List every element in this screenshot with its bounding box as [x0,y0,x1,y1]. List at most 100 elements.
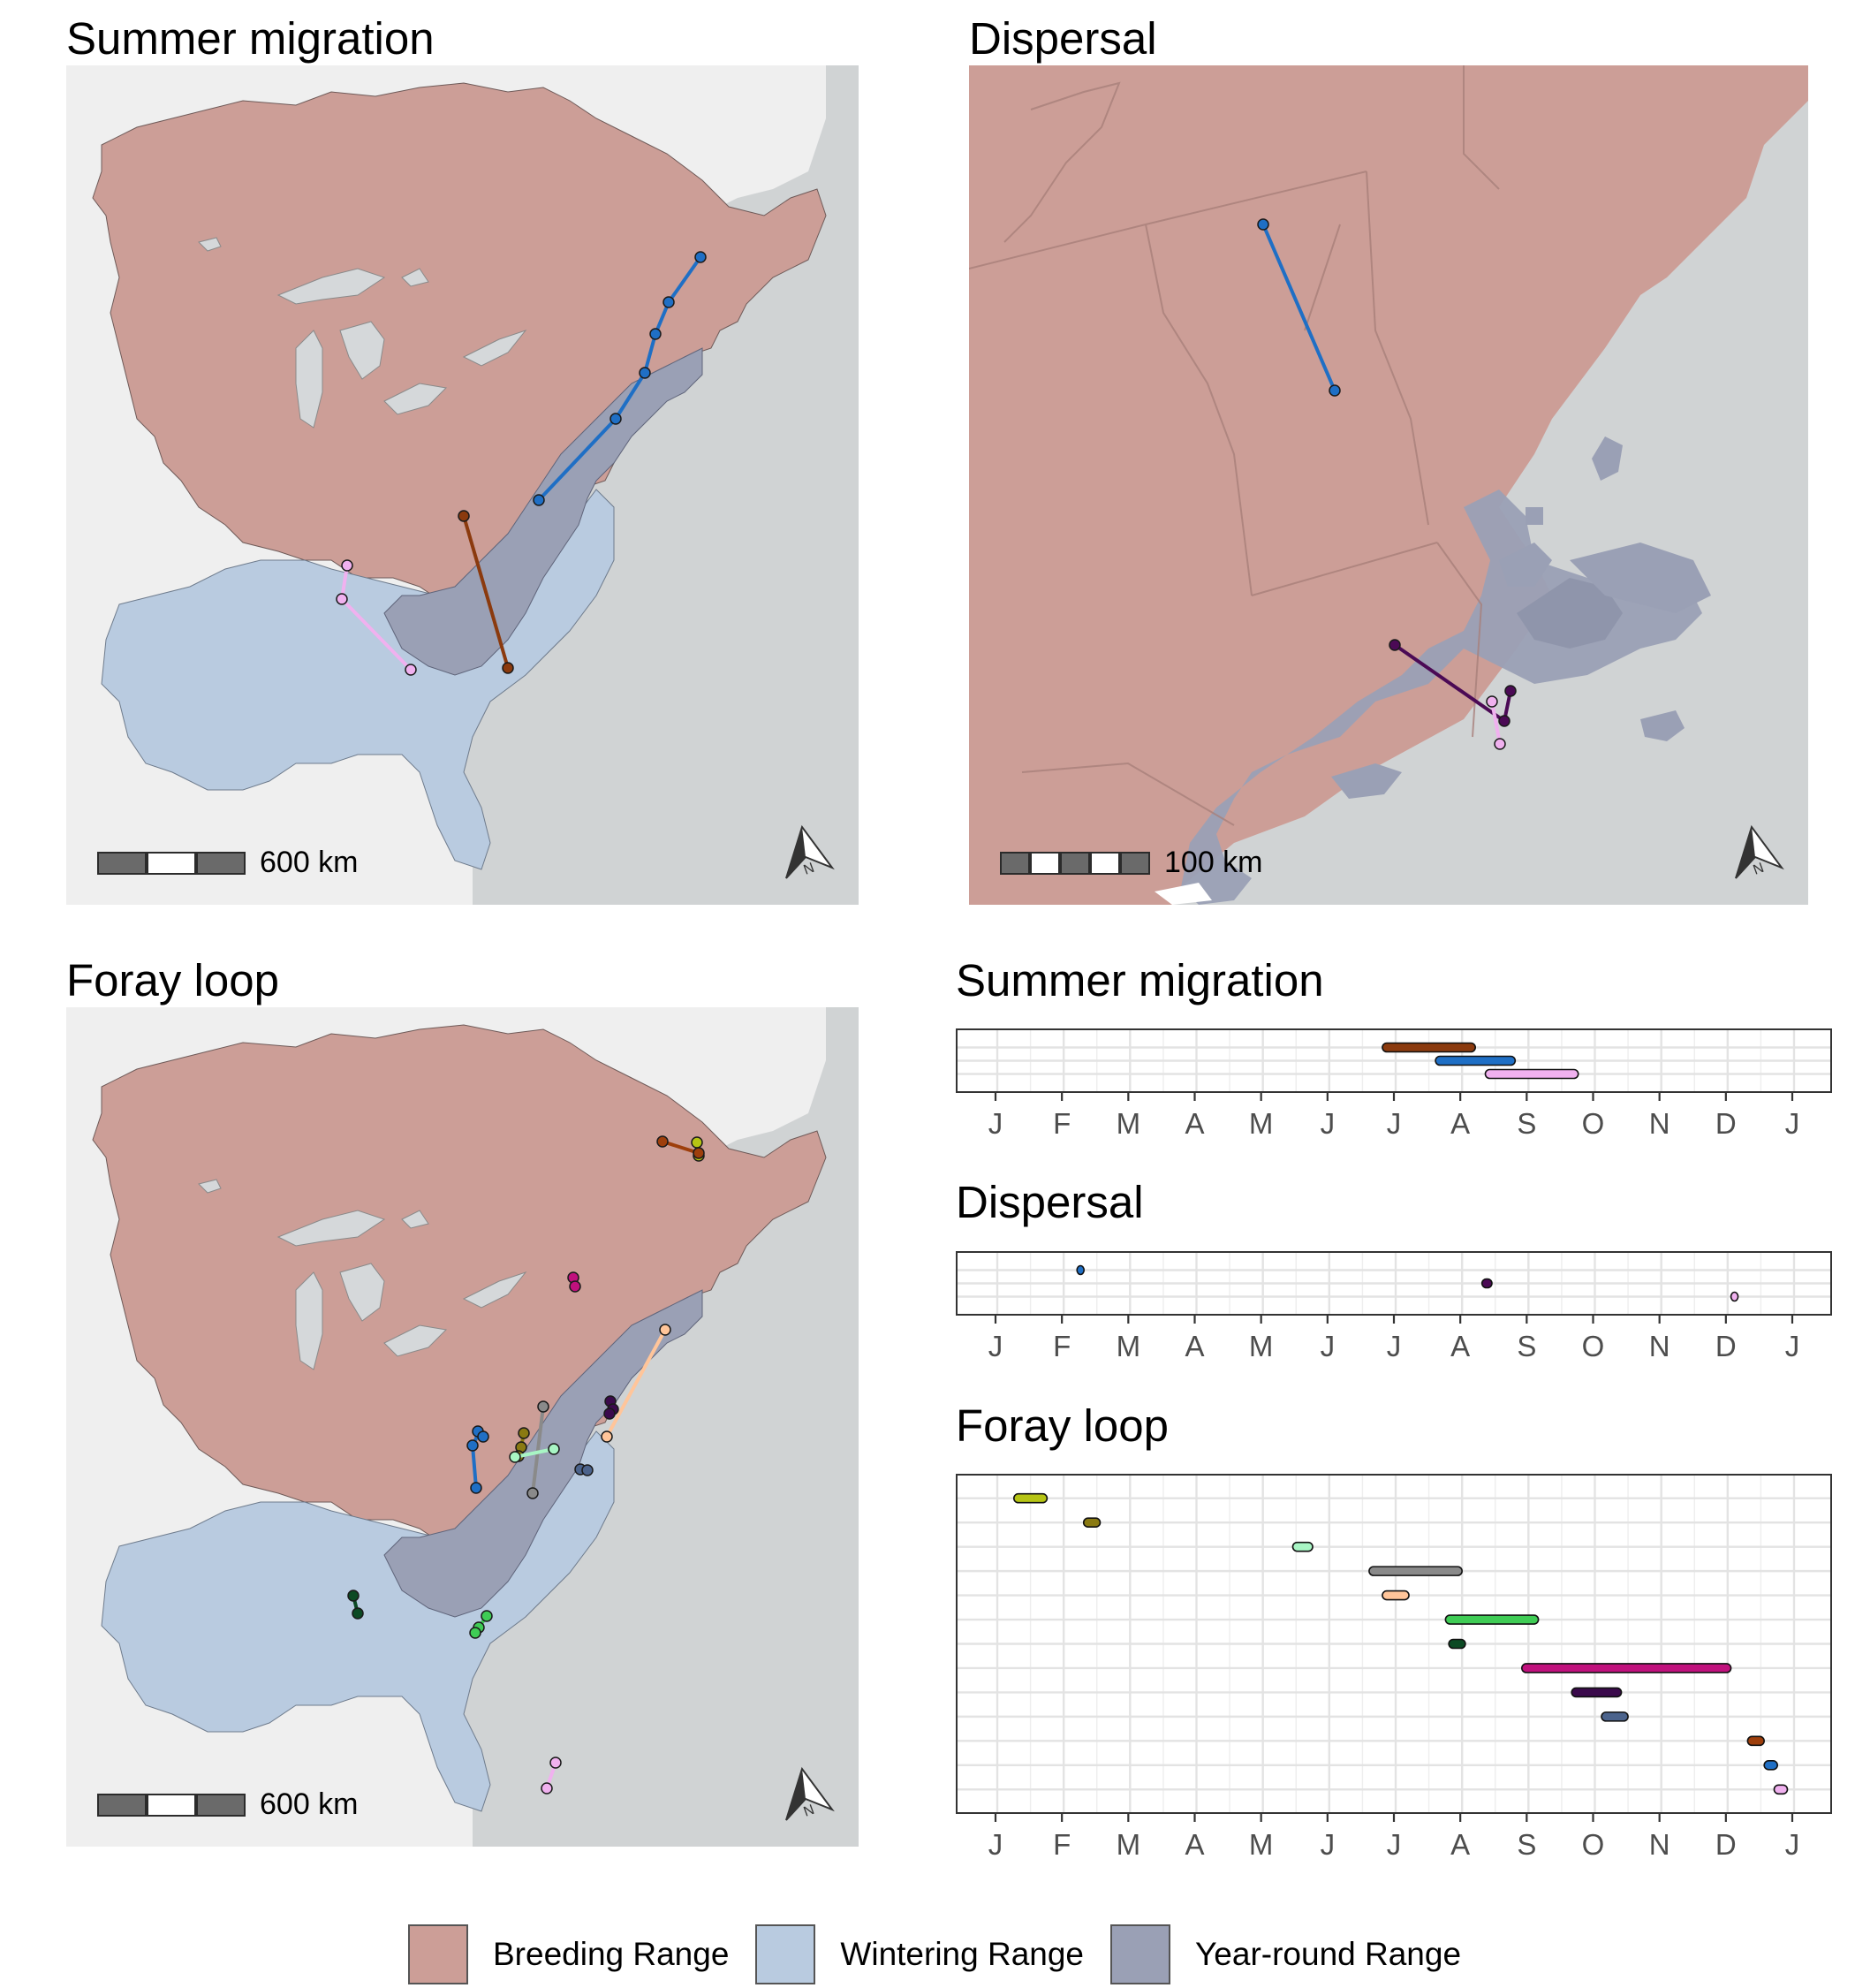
timeline-bar [1730,1291,1739,1302]
map-dispersal[interactable]: 100 km N [969,65,1808,905]
x-tick-label: M [1249,1330,1274,1362]
track-point [639,367,651,379]
x-tick-label: J [1785,1330,1800,1362]
timeline-canvas [958,1030,1830,1091]
x-tick-label: D [1715,1828,1737,1861]
x-tick-label: J [1387,1330,1402,1362]
x-tick-label: A [1450,1107,1470,1140]
track-point [458,510,470,522]
timeline-bar [1601,1711,1629,1722]
timeline-canvas [958,1476,1830,1812]
map-summer-migration[interactable]: 600 km N [66,65,859,905]
legend: Breeding Range Wintering Range Year-roun… [408,1924,1488,1984]
track-point [502,662,514,674]
x-tick-label: J [988,1107,1003,1140]
track-point [649,328,662,340]
x-tick-label: F [1053,1330,1071,1362]
track-point [541,1782,553,1795]
track-point [603,1408,616,1420]
legend-swatch-breeding [408,1924,468,1984]
legend-label-yearround: Year-round Range [1195,1936,1462,1972]
track-point [481,1610,493,1622]
track-point [548,1443,560,1455]
x-tick-label: J [1321,1330,1336,1362]
track-point [477,1430,489,1443]
track-point [581,1464,594,1476]
x-tick-label: D [1715,1330,1737,1362]
x-tick-label: F [1053,1107,1071,1140]
x-tick-label: M [1117,1107,1141,1140]
scale-bar: 600 km [97,846,359,880]
x-tick-label: O [1582,1107,1605,1140]
timeline-dispersal-title: Dispersal [956,1177,1144,1227]
map-foray-title: Foray loop [66,955,279,1005]
x-tick-label: N [1649,1107,1670,1140]
legend-item-breeding: Breeding Range [408,1924,729,1984]
timeline-foray-plot [956,1474,1832,1814]
x-tick-label: D [1715,1107,1737,1140]
scale-bar-label: 600 km [260,1787,359,1821]
x-tick-label: S [1517,1828,1536,1861]
track-blue [1261,224,1336,391]
x-tick-label: S [1517,1107,1536,1140]
timeline-bar [1012,1492,1049,1504]
legend-item-wintering: Wintering Range [755,1924,1084,1984]
track-point [1257,218,1269,231]
track-point [341,559,353,572]
x-tick-label: F [1053,1828,1071,1861]
timeline-summer-plot [956,1028,1832,1093]
legend-item-yearround: Year-round Range [1110,1924,1461,1984]
x-tick-label: J [1387,1828,1402,1861]
map-dispersal-canvas [969,65,1808,905]
legend-swatch-wintering [755,1924,816,1984]
timeline-bar [1773,1784,1789,1795]
legend-label-breeding: Breeding Range [493,1936,730,1972]
track-point [405,664,417,676]
x-tick-label: A [1185,1330,1204,1362]
svg-text:N: N [802,861,817,878]
x-tick-label: A [1450,1330,1470,1362]
x-tick-label: A [1450,1828,1470,1861]
timeline-bar [1763,1760,1779,1771]
x-tick-label: A [1185,1828,1204,1861]
timeline-dispersal-plot [956,1251,1832,1316]
track-point [466,1439,479,1452]
x-tick-label: J [988,1330,1003,1362]
timeline-bar [1480,1278,1493,1289]
timeline-bar [1435,1055,1517,1066]
track-pink [1490,701,1502,745]
track-point [352,1607,364,1620]
x-tick-label: M [1249,1828,1274,1861]
track-point [662,296,675,308]
map-summer-canvas [66,65,827,905]
timeline-foray-title: Foray loop [956,1400,1169,1451]
track-point [1486,695,1498,708]
scale-bar-label: 100 km [1164,846,1263,879]
map-summer-title: Summer migration [66,13,435,64]
timeline-bar [1448,1638,1466,1650]
x-tick-label: J [1321,1107,1336,1140]
x-tick-label: J [988,1828,1003,1861]
track-point [470,1482,482,1494]
timeline-bar [1444,1614,1540,1625]
track-point [509,1451,521,1463]
timeline-bar [1082,1517,1102,1528]
track-point [1329,384,1341,397]
x-tick-label: M [1117,1828,1141,1861]
map-foray-loop[interactable]: 600 km N [66,1007,859,1847]
track-point [601,1430,613,1443]
track-point [533,494,545,506]
track-point [569,1280,581,1293]
timeline-bar [1076,1264,1085,1276]
timeline-bar [1484,1068,1579,1080]
timeline-bar [1382,1042,1477,1053]
timeline-bar [1571,1687,1623,1698]
x-tick-label: J [1785,1828,1800,1861]
scale-bar-label: 600 km [260,846,359,879]
track-point [537,1400,549,1413]
